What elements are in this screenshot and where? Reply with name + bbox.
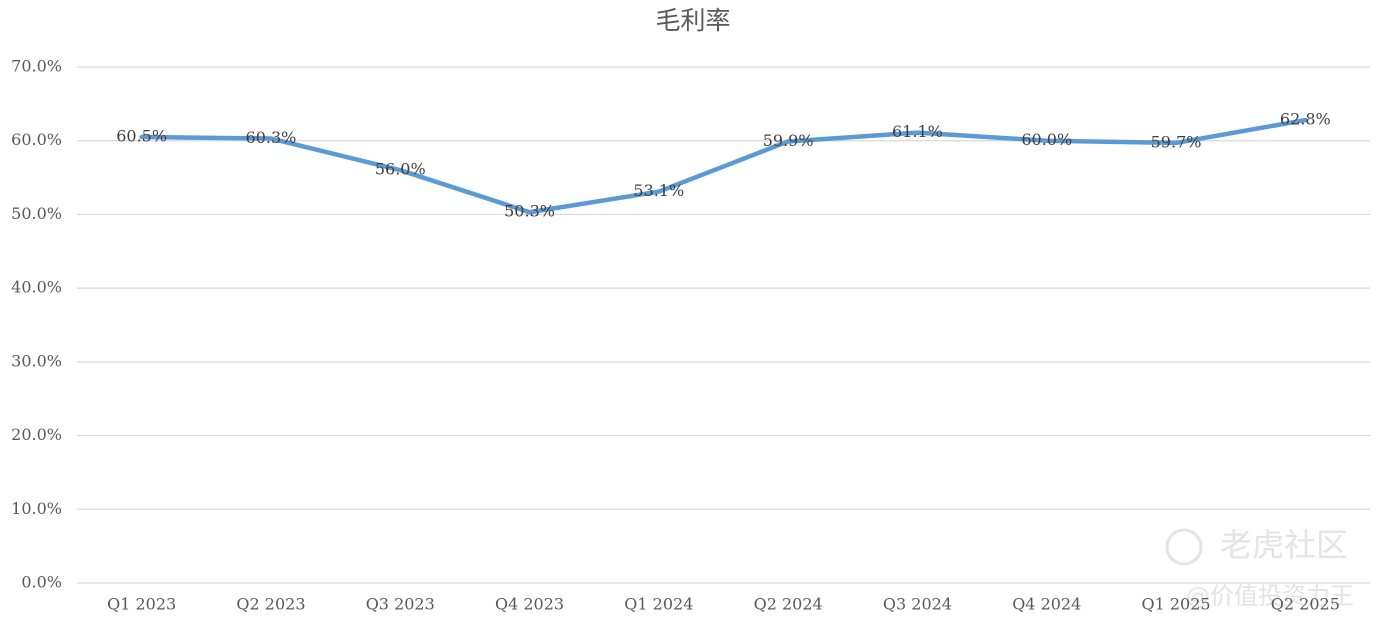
data-label: 59.7% — [1151, 132, 1202, 151]
data-label: 59.9% — [763, 131, 814, 150]
y-tick-label: 50.0% — [11, 204, 62, 223]
watermark-author: @价值投资力王 — [1186, 582, 1354, 610]
x-tick-label: Q1 2023 — [107, 595, 176, 614]
x-tick-label: Q1 2025 — [1141, 595, 1210, 614]
data-label: 62.8% — [1280, 110, 1331, 129]
watermark-brand: 老虎社区 — [1220, 526, 1348, 564]
watermark: 老虎社区 @价值投资力王 — [1165, 526, 1354, 610]
x-tick-label: Q2 2024 — [754, 595, 823, 614]
data-label: 61.1% — [892, 122, 943, 141]
x-tick-label: Q2 2025 — [1271, 595, 1340, 614]
series-line — [139, 117, 1308, 215]
x-tick-label: Q3 2024 — [883, 595, 952, 614]
x-tick-label: Q1 2024 — [624, 595, 693, 614]
data-label: 53.1% — [633, 181, 684, 200]
x-tick-label: Q2 2023 — [236, 595, 305, 614]
x-tick-label: Q4 2023 — [495, 595, 564, 614]
data-label: 60.0% — [1021, 130, 1072, 149]
chart-title: 毛利率 — [655, 6, 730, 35]
data-label: 60.5% — [116, 127, 167, 146]
y-tick-label: 60.0% — [11, 130, 62, 149]
data-label: 60.3% — [246, 128, 297, 147]
data-label: 56.0% — [375, 160, 426, 179]
data-label: 50.3% — [504, 202, 555, 221]
y-tick-label: 20.0% — [11, 425, 62, 444]
x-tick-label: Q4 2024 — [1012, 595, 1081, 614]
y-tick-label: 30.0% — [11, 351, 62, 370]
y-tick-label: 40.0% — [11, 278, 62, 297]
x-tick-label: Q3 2023 — [366, 595, 435, 614]
y-tick-label: 10.0% — [11, 499, 62, 518]
y-tick-label: 0.0% — [21, 573, 62, 592]
watermark-logo — [1165, 528, 1203, 566]
y-tick-label: 70.0% — [11, 57, 62, 76]
